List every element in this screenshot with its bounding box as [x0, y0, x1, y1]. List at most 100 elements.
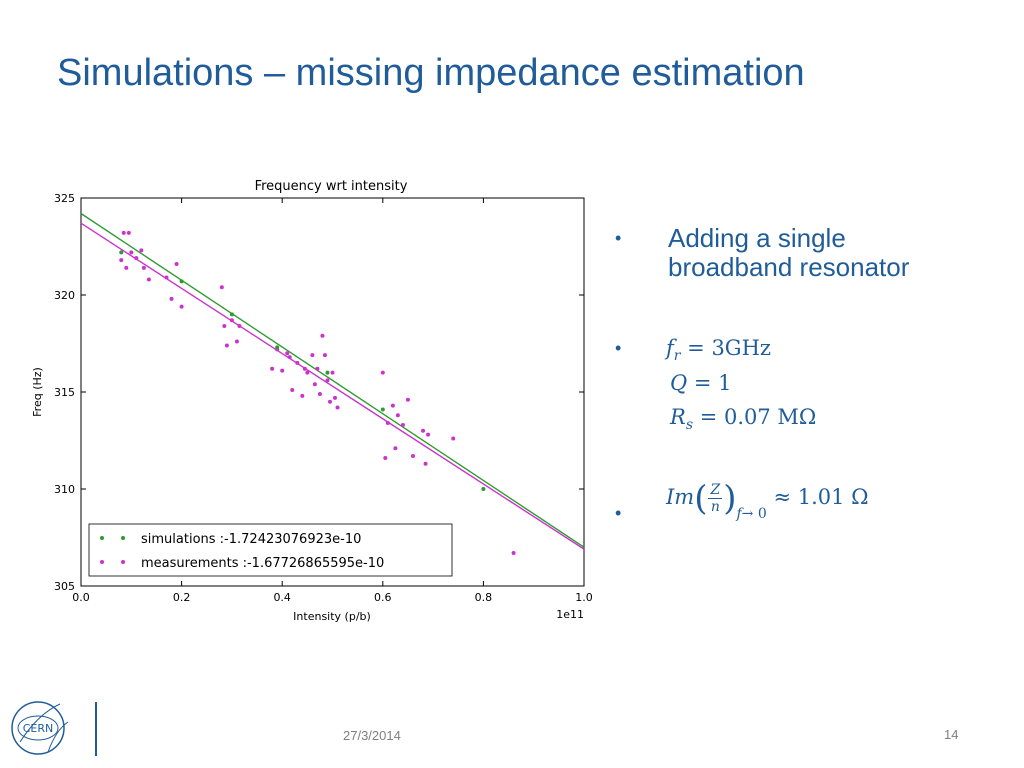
- x-tick-label: 1.0: [575, 591, 593, 604]
- q-value: = 1: [693, 371, 732, 395]
- measurement-point: [380, 370, 385, 375]
- rs-equation: Rs = 0.07 MΩ: [670, 405, 817, 433]
- measurement-point: [421, 428, 426, 433]
- measurement-point: [124, 265, 129, 270]
- y-axis-label: Freq (Hz): [31, 367, 44, 417]
- measurement-point: [141, 265, 146, 270]
- measurement-point: [385, 421, 390, 426]
- measurement-point: [451, 436, 456, 441]
- measurement-point: [383, 455, 388, 460]
- x-tick-label: 0.0: [72, 591, 90, 604]
- simulation-point: [275, 345, 280, 350]
- y-tick-label: 305: [54, 580, 75, 593]
- measurement-point: [179, 304, 184, 309]
- measurement-point: [395, 413, 400, 418]
- legend-simulations-label: simulations :-1.72423076923e-10: [141, 532, 361, 547]
- measurement-point: [121, 230, 126, 235]
- measurement-point: [310, 353, 315, 358]
- simulation-point: [179, 279, 184, 284]
- measurement-point: [312, 382, 317, 387]
- bullet-dot: •: [615, 338, 622, 358]
- axis-ticks: 0.0 0.2 0.4 0.6 0.8 1.0 305 310 315 320 325: [54, 192, 593, 604]
- x-tick-label: 0.8: [475, 591, 493, 604]
- measurement-point: [285, 351, 290, 356]
- measurement-point: [410, 454, 415, 459]
- bullet-dot: •: [615, 503, 622, 523]
- measurement-point: [327, 399, 332, 404]
- bullet-dot: •: [615, 228, 622, 248]
- legend-simulations-marker: [100, 536, 104, 540]
- measurement-point: [423, 461, 428, 466]
- simulation-point: [325, 370, 330, 375]
- fr-equation: fr = 3GHz: [666, 336, 771, 364]
- legend-measurements-label: measurements :-1.67726865595e-10: [141, 556, 384, 571]
- measurement-point: [139, 248, 144, 253]
- footer-date: 27/3/2014: [343, 728, 401, 743]
- measurement-point: [393, 446, 398, 451]
- measurement-point: [119, 258, 124, 263]
- plot-area: [80, 197, 585, 587]
- cern-logo: CERN: [11, 701, 69, 755]
- slide-title: Simulations – missing impedance estimati…: [57, 52, 805, 94]
- rs-value: = 0.07 MΩ: [699, 405, 817, 429]
- y-tick-label: 315: [54, 386, 75, 399]
- simulation-point: [119, 250, 124, 255]
- bullet-text-line2: broadband resonator: [668, 252, 910, 282]
- im-value: ≈ 1.01 Ω: [773, 485, 869, 509]
- measurement-point: [287, 355, 292, 360]
- measurement-point: [222, 324, 227, 329]
- measurement-point: [229, 318, 234, 323]
- measurement-point: [320, 333, 325, 338]
- footer-divider: [95, 702, 97, 756]
- measurement-point: [290, 388, 295, 393]
- measurement-point: [134, 256, 139, 261]
- measurement-point: [325, 378, 330, 383]
- frequency-chart: Frequency wrt intensity 0.0 0.2 0.4 0.6 0.8 1…: [31, 179, 593, 623]
- legend-measurements-marker: [100, 560, 104, 564]
- measurement-point: [333, 395, 338, 400]
- logo-text: CERN: [23, 722, 54, 735]
- simulation-point: [481, 487, 486, 491]
- page-number: 14: [944, 727, 959, 742]
- measurement-point: [390, 403, 395, 408]
- fr-value: = 3GHz: [687, 336, 771, 360]
- measurement-point: [129, 250, 134, 255]
- measurement-point: [322, 353, 327, 358]
- measurement-point: [146, 277, 151, 282]
- chart-title: Frequency wrt intensity: [255, 179, 408, 194]
- y-tick-label: 325: [54, 192, 75, 205]
- measurement-point: [305, 370, 310, 375]
- measurement-point: [315, 366, 320, 371]
- bullet-text-line1: Adding a single: [668, 223, 846, 253]
- measurement-point: [400, 422, 405, 427]
- measurement-point: [317, 391, 322, 396]
- x-axis-label: Intensity (p/b): [293, 610, 371, 623]
- measurement-point: [295, 360, 300, 365]
- measurement-point: [511, 551, 516, 556]
- measurement-point: [169, 296, 174, 301]
- simulation-point: [380, 407, 385, 412]
- measurement-point: [219, 285, 224, 290]
- y-tick-label: 320: [54, 289, 75, 302]
- legend-simulations-marker: [121, 536, 125, 540]
- measurement-point: [174, 261, 179, 266]
- measurement-point: [234, 339, 239, 344]
- measurement-point: [300, 393, 305, 398]
- measurement-point: [335, 405, 340, 410]
- measurement-point: [426, 432, 431, 437]
- measurement-point: [126, 230, 131, 235]
- measurement-point: [280, 368, 285, 373]
- measurement-point: [164, 275, 169, 280]
- measurement-point: [237, 324, 242, 329]
- x-tick-label: 0.4: [273, 591, 291, 604]
- measurement-point: [270, 366, 275, 371]
- y-tick-label: 310: [54, 483, 75, 496]
- x-tick-label: 0.6: [374, 591, 392, 604]
- measurement-point: [330, 370, 335, 375]
- legend-measurements-marker: [121, 560, 125, 564]
- simulation-point: [229, 312, 234, 317]
- simulations-fit-line: [80, 212, 585, 548]
- measurement-point: [405, 397, 410, 402]
- x-offset-label: 1e11: [556, 608, 584, 621]
- measurement-point: [224, 343, 229, 348]
